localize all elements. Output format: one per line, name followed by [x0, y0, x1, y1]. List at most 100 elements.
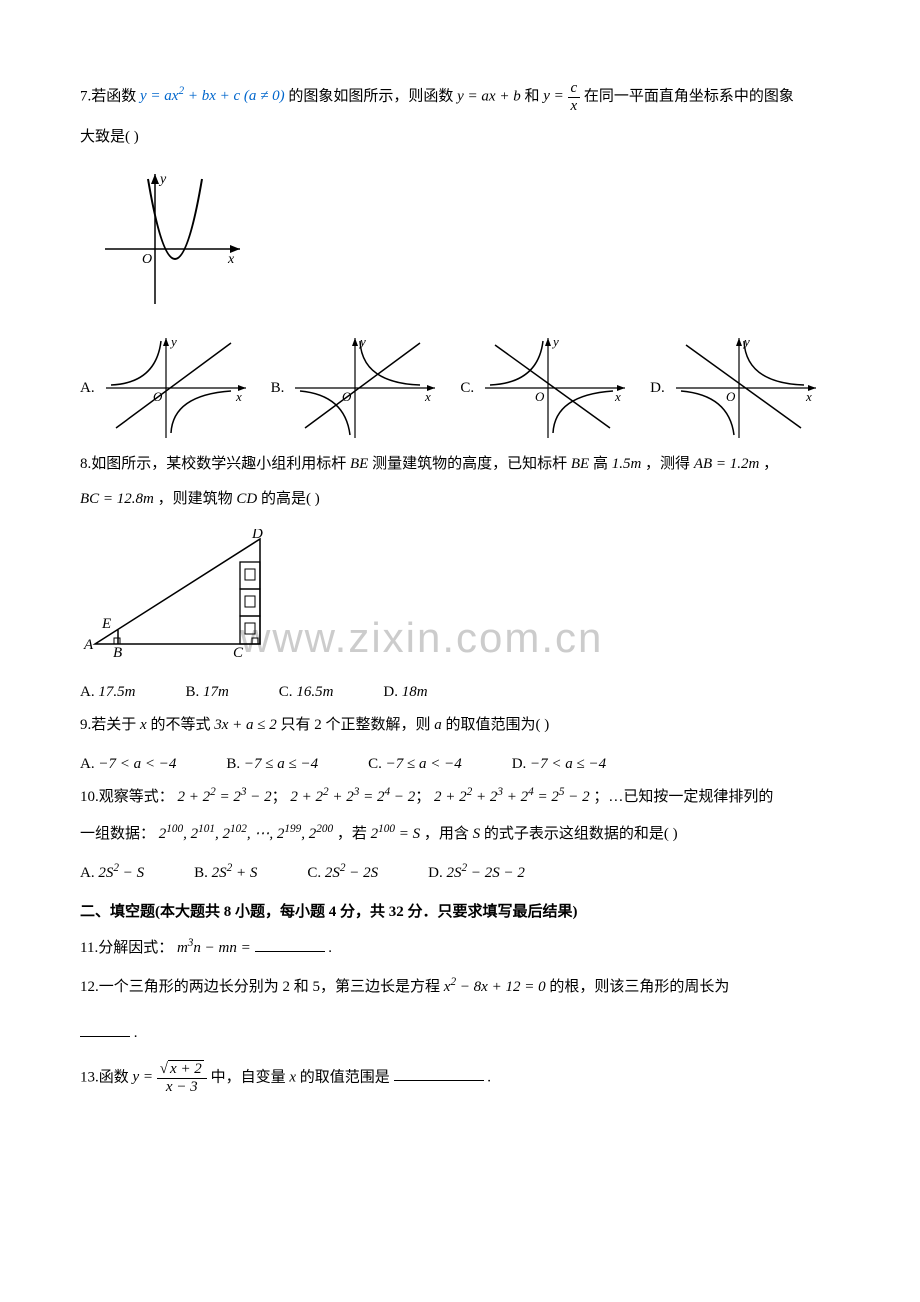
- section-2-title: 二、填空题(本大题共 8 小题，每小题 4 分，共 32 分．只要求填写最后结果…: [80, 899, 860, 926]
- y-axis-label: y: [158, 172, 167, 187]
- q13-t4: .: [487, 1069, 491, 1085]
- q7-main-graph: O x y: [100, 169, 250, 319]
- q12-t1: 12.一个三角形的两边长分别为 2 和 5，第三边长是方程: [80, 979, 440, 995]
- svg-text:O: O: [535, 389, 545, 404]
- q11-t1: 11.分解因式：: [80, 940, 173, 956]
- q7-options: A. O x y B.: [80, 333, 860, 443]
- question-13: 13.函数 y = x + 2x − 3 中，自变量 x 的取值范围是 .: [80, 1061, 860, 1095]
- q7-mid1: 的图象如图所示，则函数: [288, 88, 453, 104]
- q12-blank: [80, 1019, 130, 1037]
- q12-t3: .: [134, 1025, 138, 1041]
- q8-optA: A. 17.5m: [80, 679, 135, 706]
- q10-t2: ；…已知按一定规律排列的: [593, 789, 773, 805]
- q7-option-a: A. O x y: [80, 333, 251, 443]
- q8-t5: ，: [763, 456, 778, 472]
- question-7: 7.若函数 y = ax2 + bx + c (a ≠ 0) 的图象如图所示，则…: [80, 80, 860, 151]
- q10-options: A. 2S2 − S B. 2S2 + S C. 2S2 − 2S D. 2S2…: [80, 860, 860, 887]
- q10-optC: C. 2S2 − 2S: [307, 860, 378, 887]
- q7-prefix: 7.若函数: [80, 88, 136, 104]
- svg-text:E: E: [101, 616, 111, 632]
- q8-options: A. 17.5m B. 17m C. 16.5m D. 18m: [80, 679, 860, 706]
- q10-t1: 10.观察等式：: [80, 789, 174, 805]
- svg-text:O: O: [342, 389, 352, 404]
- q8-t3: 高: [593, 456, 608, 472]
- q9-optC: C. −7 ≤ a < −4: [368, 751, 462, 778]
- q13-x: x: [289, 1069, 296, 1085]
- q13-t3: 的取值范围是: [300, 1069, 390, 1085]
- q7-eq1: y = ax + b: [457, 88, 524, 104]
- q10-eq3: 2 + 22 + 23 + 24 = 25 − 2: [434, 789, 590, 805]
- x-axis-label: x: [227, 252, 235, 267]
- svg-text:C: C: [233, 645, 244, 659]
- q8-valbc: BC = 12.8m: [80, 491, 154, 507]
- q10-t3: 一组数据：: [80, 826, 155, 842]
- svg-text:B: B: [113, 645, 122, 659]
- q9-optB: B. −7 ≤ a ≤ −4: [226, 751, 318, 778]
- q9-optD: D. −7 < a ≤ −4: [512, 751, 606, 778]
- svg-text:D: D: [251, 529, 263, 542]
- q13-func: y = x + 2x − 3: [133, 1069, 207, 1085]
- q7-option-d: D. O x y: [650, 333, 821, 443]
- q8-be2: BE: [571, 456, 589, 472]
- question-10: 10.观察等式： 2 + 22 = 23 − 2； 2 + 22 + 23 = …: [80, 784, 860, 848]
- q8-t2: 测量建筑物的高度，已知标杆: [372, 456, 567, 472]
- origin-label: O: [142, 252, 152, 267]
- svg-text:x: x: [805, 389, 812, 404]
- q7-optD-label: D.: [650, 375, 665, 402]
- q9-a: a: [434, 717, 442, 733]
- q7-optB-label: B.: [271, 375, 285, 402]
- q10-optD: D. 2S2 − 2S − 2: [428, 860, 525, 887]
- q10-eq1: 2 + 22 = 23 − 2: [178, 789, 272, 805]
- q7-option-b: B. O x y: [271, 333, 441, 443]
- q11-t2: .: [328, 940, 332, 956]
- q9-t2: 的不等式: [150, 717, 210, 733]
- q10-optB: B. 2S2 + S: [194, 860, 257, 887]
- q8-t7: 的高是( ): [261, 491, 320, 507]
- question-8: 8.如图所示，某校数学兴趣小组利用标杆 BE 测量建筑物的高度，已知标杆 BE …: [80, 451, 860, 513]
- q8-optB: B. 17m: [185, 679, 228, 706]
- question-11: 11.分解因式： m3n − mn = .: [80, 934, 860, 962]
- svg-text:x: x: [424, 389, 431, 404]
- q9-options: A. −7 < a < −4 B. −7 ≤ a ≤ −4 C. −7 ≤ a …: [80, 751, 860, 778]
- q10-optA: A. 2S2 − S: [80, 860, 144, 887]
- q8-be1: BE: [350, 456, 368, 472]
- q7-line2: 大致是( ): [80, 124, 860, 151]
- q10-t5: ，用含: [424, 826, 469, 842]
- q10-t6: 的式子表示这组数据的和是( ): [484, 826, 678, 842]
- q8-valab: AB = 1.2m: [694, 456, 760, 472]
- q8-t4: ，测得: [645, 456, 690, 472]
- q9-optA: A. −7 < a < −4: [80, 751, 176, 778]
- q13-t2: 中，自变量: [211, 1069, 286, 1085]
- q7-optA-label: A.: [80, 375, 95, 402]
- svg-text:O: O: [726, 389, 736, 404]
- svg-text:y: y: [551, 334, 559, 349]
- q10-cond: 2100 = S: [371, 826, 421, 842]
- q7-option-c: C. O x y: [460, 333, 630, 443]
- q12-eq: x2 − 8x + 12 = 0: [444, 979, 546, 995]
- svg-text:x: x: [614, 389, 621, 404]
- svg-text:A: A: [83, 637, 94, 653]
- q8-cd: CD: [236, 491, 257, 507]
- q8-t1: 8.如图所示，某校数学兴趣小组利用标杆: [80, 456, 346, 472]
- q11-blank: [255, 934, 325, 952]
- svg-text:O: O: [153, 389, 163, 404]
- q11-expr: m3n − mn =: [177, 940, 255, 956]
- q8-diagram: A B C D E: [80, 529, 285, 669]
- q10-data: 2100, 2101, 2102, ⋯, 2199, 2200: [159, 826, 333, 842]
- question-9: 9.若关于 x 的不等式 3x + a ≤ 2 只有 2 个正整数解，则 a 的…: [80, 712, 860, 739]
- q7-mid2: 和: [524, 88, 539, 104]
- q7-formula: y = ax2 + bx + c (a ≠ 0): [140, 88, 288, 104]
- q9-t3: 只有 2 个正整数解，则: [280, 717, 430, 733]
- svg-text:y: y: [742, 334, 750, 349]
- svg-text:y: y: [169, 334, 177, 349]
- question-12: 12.一个三角形的两边长分别为 2 和 5，第三边长是方程 x2 − 8x + …: [80, 974, 860, 1047]
- q9-t4: 的取值范围为( ): [445, 717, 549, 733]
- q10-t4: ，若: [337, 826, 367, 842]
- q13-blank: [394, 1063, 484, 1081]
- q7-eq2: y = cx: [543, 88, 584, 104]
- q7-optC-label: C.: [460, 375, 474, 402]
- q8-optD: D. 18m: [383, 679, 427, 706]
- q13-t1: 13.函数: [80, 1069, 129, 1085]
- q10-eq2: 2 + 22 + 23 = 24 − 2: [290, 789, 415, 805]
- q7-mid3: 在同一平面直角坐标系中的图象: [584, 88, 794, 104]
